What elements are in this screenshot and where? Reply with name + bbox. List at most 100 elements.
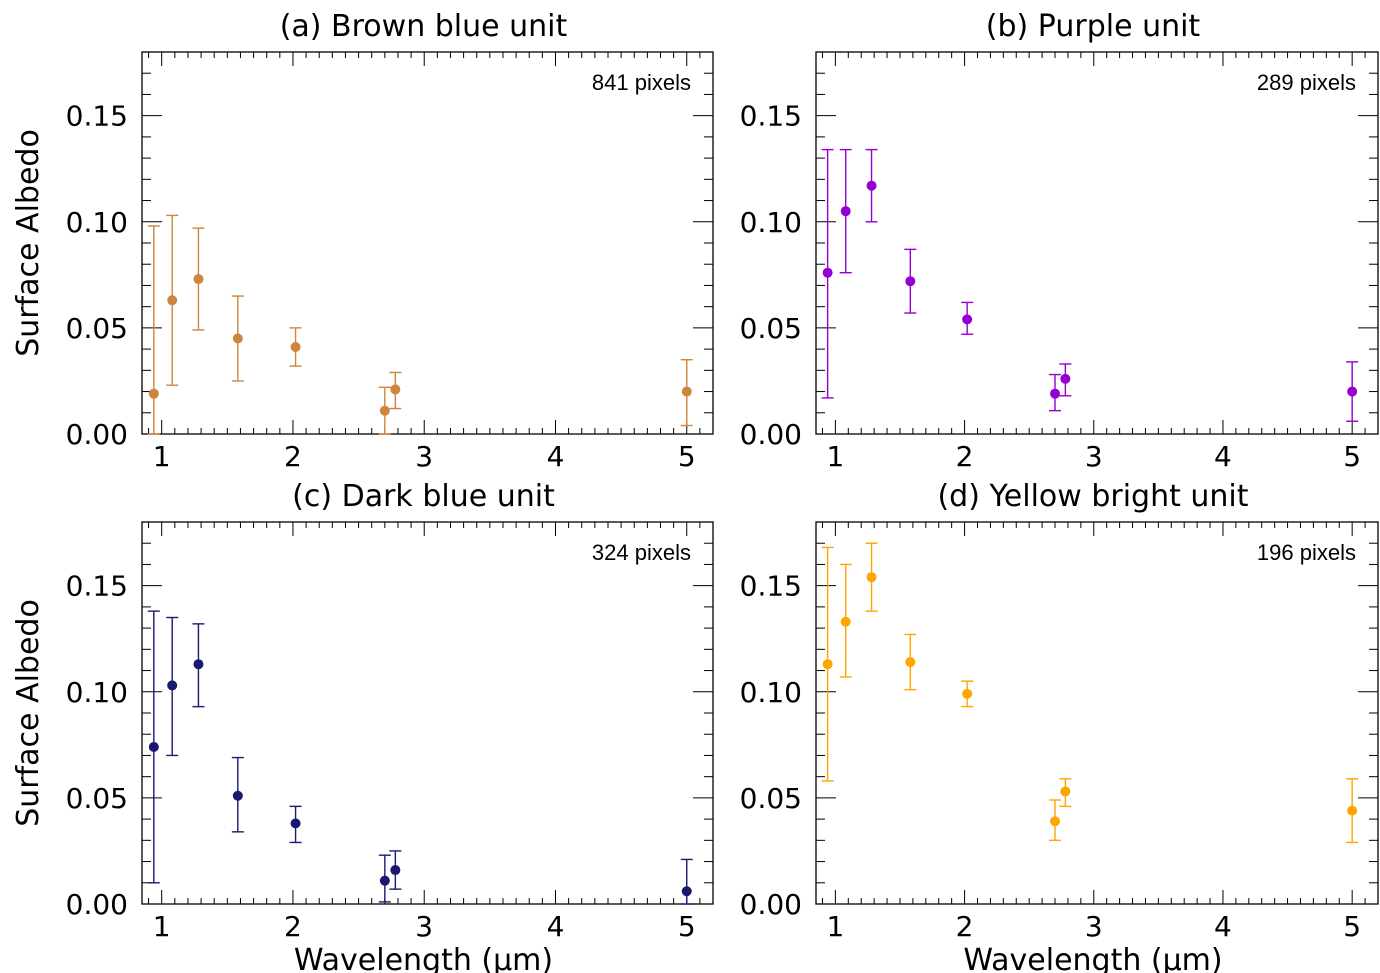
y-tick-label: 0.00 [740, 418, 802, 451]
marker [390, 865, 401, 876]
marker [866, 572, 877, 583]
marker [1060, 373, 1071, 384]
data-point [147, 225, 160, 435]
panel-title: (a) Brown blue unit [280, 9, 568, 44]
x-tick-label: 1 [153, 910, 171, 943]
marker [962, 688, 973, 699]
pixel-count-annotation: 196 pixels [1257, 540, 1356, 565]
marker [193, 659, 204, 670]
marker [866, 180, 877, 191]
marker [148, 741, 159, 752]
x-tick-label: 4 [1214, 910, 1232, 943]
x-tick-label: 3 [1085, 910, 1103, 943]
marker [390, 384, 401, 395]
x-tick-label: 4 [1214, 440, 1232, 473]
panel-b: 1 2 3 4 5 0.00 0.05 0.10 0.15 (b) Purple unit 289 … [740, 9, 1379, 473]
x-tick-label: 5 [678, 440, 696, 473]
x-tick-label: 5 [678, 910, 696, 943]
data-point [147, 610, 160, 884]
data-point [1049, 799, 1062, 842]
data-point [166, 616, 179, 757]
x-tick-label: 2 [284, 440, 302, 473]
marker [290, 341, 301, 352]
marker [905, 276, 916, 287]
data-point [166, 214, 179, 386]
y-tick-label: 0.15 [740, 570, 802, 603]
data-point [378, 854, 391, 903]
data-point [904, 248, 917, 314]
panel-d: 1 2 3 4 5 0.00 0.05 0.10 0.15 (d) Yellow bright u… [740, 479, 1379, 973]
y-tick-label: 0.10 [740, 206, 802, 239]
marker [681, 386, 692, 397]
data-point [680, 858, 693, 905]
data-point [192, 227, 205, 331]
y-tick-label: 0.05 [66, 312, 128, 345]
marker [232, 333, 243, 344]
x-tick-label: 3 [415, 910, 433, 943]
marker [1050, 816, 1061, 827]
marker [681, 886, 692, 897]
y-tick-label: 0.00 [66, 888, 128, 921]
data-point [839, 148, 852, 274]
marker [1347, 386, 1358, 397]
y-tick-label: 0.15 [740, 100, 802, 133]
marker [379, 875, 390, 886]
marker [905, 657, 916, 668]
x-tick-label: 1 [826, 910, 844, 943]
data-point [378, 386, 391, 435]
x-tick-label: 3 [415, 440, 433, 473]
data-point [821, 546, 834, 782]
y-tick-label: 0.10 [66, 676, 128, 709]
data-point [192, 623, 205, 708]
marker [148, 388, 159, 399]
marker [1347, 805, 1358, 816]
y-axis-label: Surface Albedo [11, 599, 46, 827]
marker [167, 295, 178, 306]
marker [379, 405, 390, 416]
data-point [389, 850, 402, 890]
panel-title: (d) Yellow bright unit [937, 479, 1248, 514]
data-point [1059, 363, 1072, 397]
y-axis-label: Surface Albedo [11, 129, 46, 357]
y-tick-label: 0.10 [66, 206, 128, 239]
marker [167, 680, 178, 691]
marker [290, 818, 301, 829]
data-point [1049, 373, 1062, 412]
x-tick-label: 1 [826, 440, 844, 473]
plot-frame [815, 521, 1379, 905]
data-point [865, 148, 878, 223]
data-point [1059, 778, 1072, 808]
y-tick-label: 0.00 [740, 888, 802, 921]
marker [962, 314, 973, 325]
marker [1060, 786, 1071, 797]
marker [822, 659, 833, 670]
x-tick-label: 2 [956, 440, 974, 473]
pixel-count-annotation: 324 pixels [592, 540, 691, 565]
data-point [680, 359, 693, 427]
y-tick-label: 0.05 [740, 312, 802, 345]
x-tick-label: 3 [1085, 440, 1103, 473]
x-tick-label: 5 [1343, 910, 1361, 943]
x-tick-label: 4 [547, 440, 565, 473]
y-tick-label: 0.10 [740, 676, 802, 709]
data-point [231, 295, 244, 382]
panel-c: 1 2 3 4 5 0.00 0.05 0.10 0.15 (c) Dark blue unit 3… [11, 479, 714, 973]
plot-frame [815, 51, 1379, 435]
marker [232, 790, 243, 801]
panel-title: (c) Dark blue unit [292, 479, 555, 514]
x-axis-label: Wavelength (μm) [294, 943, 553, 973]
panel-title: (b) Purple unit [986, 9, 1201, 44]
panel-a: 1 2 3 4 5 0.00 0.05 0.10 0.15 (a) Brown blue unit… [11, 9, 714, 473]
y-tick-label: 0.05 [740, 782, 802, 815]
plot-frame [141, 51, 714, 435]
y-tick-label: 0.15 [66, 570, 128, 603]
x-axis-label: Wavelength (μm) [963, 943, 1222, 973]
x-tick-label: 4 [547, 910, 565, 943]
data-point [865, 542, 878, 612]
data-point [1346, 361, 1359, 422]
x-tick-label: 2 [284, 910, 302, 943]
data-point [389, 371, 402, 410]
y-tick-label: 0.05 [66, 782, 128, 815]
marker [822, 267, 833, 278]
